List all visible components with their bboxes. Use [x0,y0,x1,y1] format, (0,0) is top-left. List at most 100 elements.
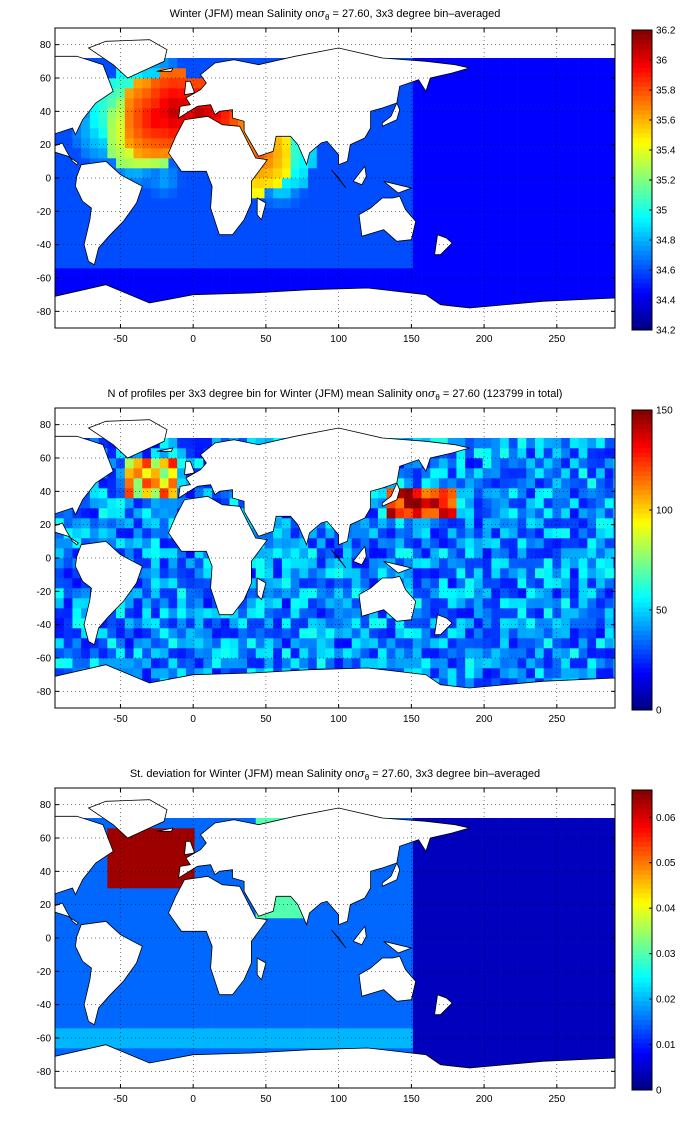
heat-cell [526,198,536,209]
heat-cell [238,118,248,129]
heat-cell [316,208,326,219]
heat-cell [578,188,588,199]
heat-cell [334,268,344,279]
heat-cell [587,448,597,459]
heat-cell [465,578,475,589]
heat-cell [526,898,536,909]
heat-cell [596,668,606,679]
heat-cell [159,198,169,209]
heat-cell [473,438,483,449]
heat-cell [604,528,614,539]
heat-cell [482,478,492,489]
colorbar-tick-label: 35 [656,206,668,217]
heat-cell [386,158,396,169]
heat-cell [587,108,597,119]
heat-cell [351,918,361,929]
heat-cell [587,258,597,269]
heat-cell [482,438,492,449]
colorbar-segment [632,522,652,528]
heat-cell [491,948,501,959]
heat-cell [116,68,126,79]
heat-cell [72,908,82,919]
heat-cell [535,468,545,479]
heat-cell [351,568,361,579]
heat-cell [351,588,361,599]
heat-cell [168,228,178,239]
heat-cell [456,228,466,239]
colorbar-segment [632,151,652,157]
heat-cell [517,578,527,589]
heat-cell [168,1008,178,1019]
heat-cell [212,998,222,1009]
heat-cell [151,968,161,979]
heat-cell [412,578,422,589]
heat-cell [203,818,213,829]
heat-cell [168,1048,178,1059]
heat-cell [63,238,73,249]
heat-cell [412,1028,422,1039]
salinity-mean-panel: Winter (JFM) mean Salinity onσθ = 27.60,… [0,0,696,380]
heat-cell [72,148,82,159]
heat-cell [578,488,588,499]
heat-cell [308,628,318,639]
heat-cell [430,908,440,919]
heat-cell [578,538,588,549]
colorbar-segment [632,630,652,636]
heat-cell [535,628,545,639]
heat-cell [142,218,152,229]
heat-cell [543,608,553,619]
heat-cell [465,468,475,479]
heat-cell [500,988,510,999]
heat-cell [185,558,195,569]
heat-cell [185,968,195,979]
heat-cell [229,1028,239,1039]
heat-cell [168,258,178,269]
heat-cell [543,598,553,609]
heat-cell [456,268,466,279]
heat-cell [168,988,178,999]
heat-cell [151,458,161,469]
heat-cell [185,168,195,179]
heat-cell [151,568,161,579]
heat-cell [55,628,65,639]
heat-cell [421,218,431,229]
heat-cell [151,238,161,249]
heat-cell [447,148,457,159]
heat-cell [351,1038,361,1049]
heat-cell [325,978,335,989]
heat-cell [360,958,370,969]
heat-cell [151,508,161,519]
heat-cell [159,978,169,989]
heat-cell [116,848,126,859]
heat-cell [421,258,431,269]
heat-cell [299,158,309,169]
heat-cell [473,888,483,899]
heat-cell [561,238,571,249]
heat-cell [473,828,483,839]
heat-cell [482,878,492,889]
heat-cell [500,978,510,989]
heat-cell [308,998,318,1009]
heat-cell [351,638,361,649]
heat-cell [63,198,73,209]
heat-cell [395,858,405,869]
heat-cell [308,988,318,999]
heat-cell [89,1038,99,1049]
heat-cell [212,668,222,679]
heat-cell [351,618,361,629]
colorbar-segment [632,184,652,190]
heat-cell [613,668,615,679]
heat-cell [447,918,457,929]
heat-cell [482,908,492,919]
heat-cell [151,518,161,529]
heat-cell [491,918,501,929]
x-tick-label: 150 [403,714,420,725]
heat-cell [290,618,300,629]
heat-cell [124,548,134,559]
heat-cell [81,1028,91,1039]
heat-cell [517,878,527,889]
heat-cell [578,218,588,229]
heat-cell [369,138,379,149]
heat-cell [421,168,431,179]
heat-cell [159,458,169,469]
